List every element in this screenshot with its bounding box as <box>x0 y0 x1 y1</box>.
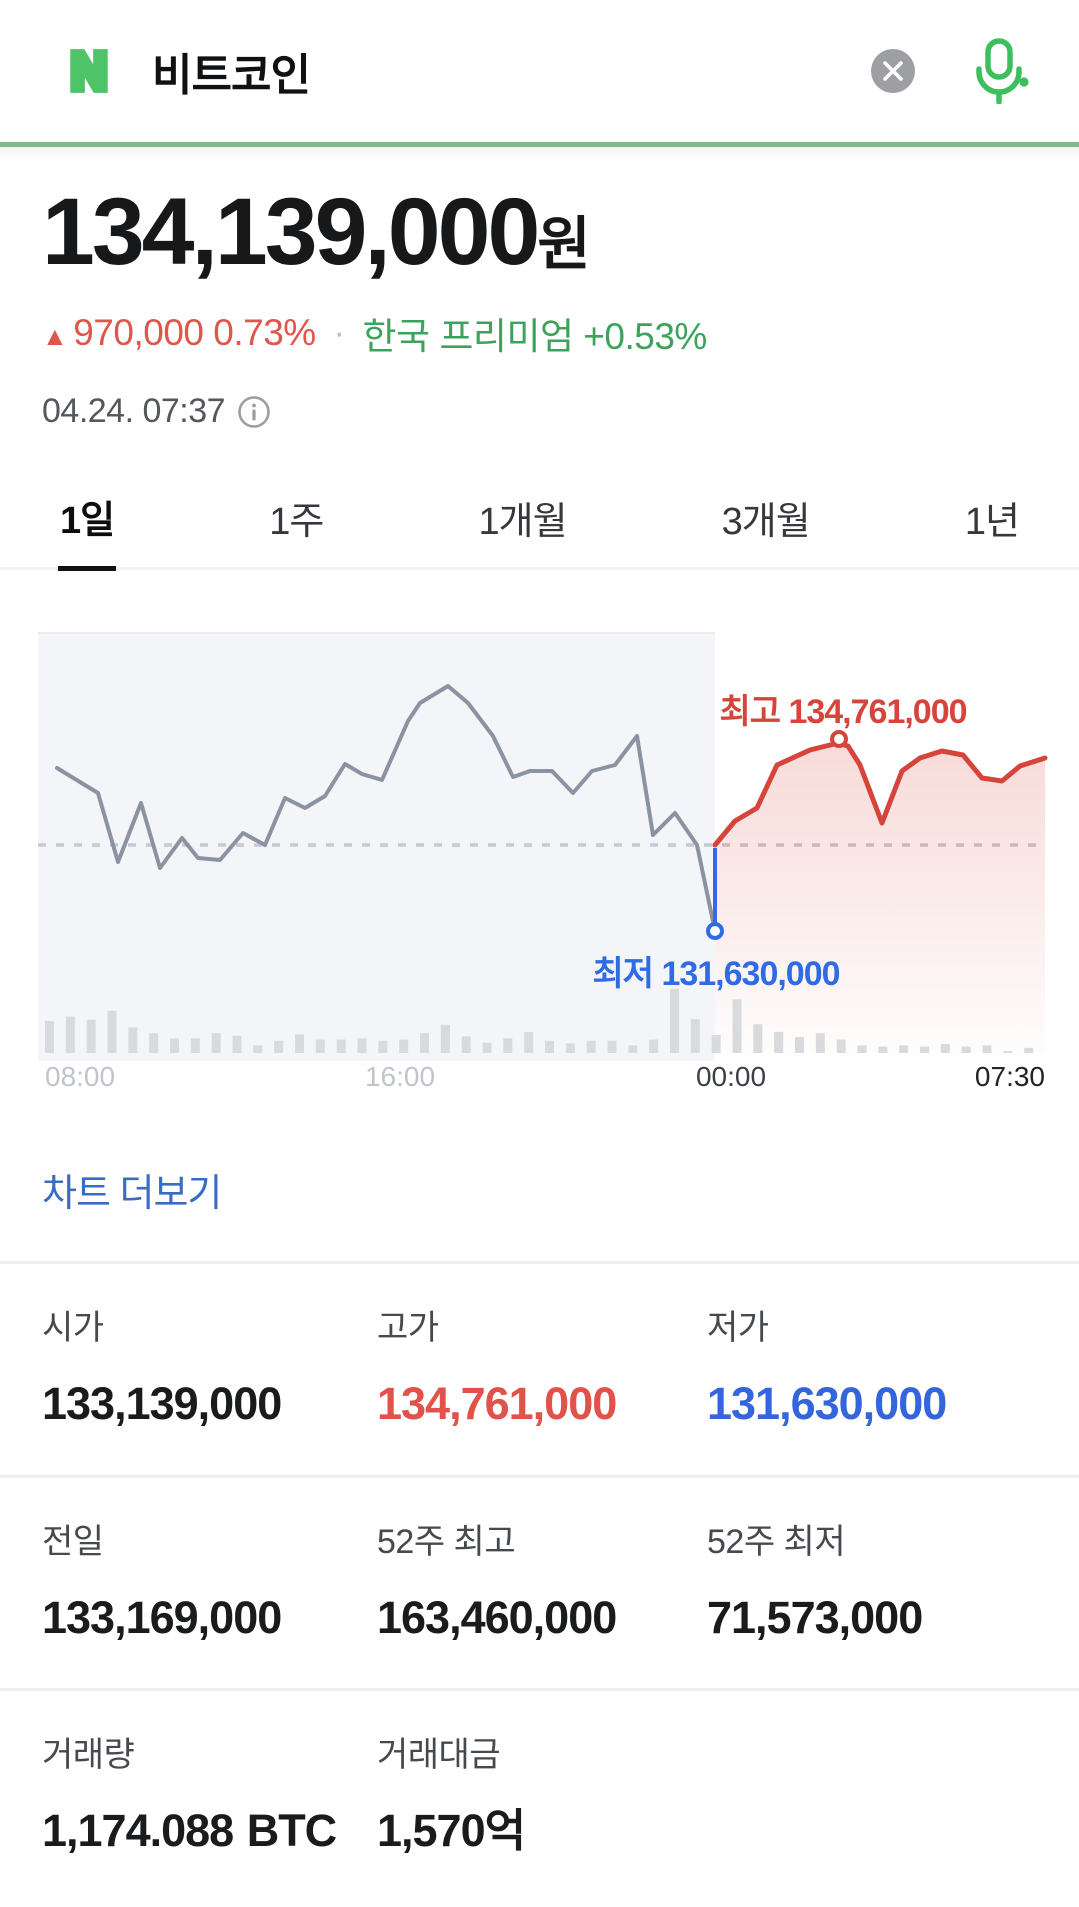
header-shadow <box>0 147 1079 161</box>
price-chart[interactable]: 최고 134,761,000 최저 131,630,000 08:00 16:00… <box>0 628 1079 1106</box>
tab-1week[interactable]: 1주 <box>267 483 325 567</box>
search-query-text[interactable]: 비트코인 <box>152 51 311 100</box>
stat-label: 52주 최고 <box>377 1522 516 1561</box>
stat-value: 71,573,000 <box>707 1591 923 1643</box>
tab-1day[interactable]: 1일 <box>58 483 117 571</box>
stat-low: 저가 131,630,000 <box>707 1300 1039 1433</box>
stat-high: 고가 134,761,000 <box>377 1300 707 1433</box>
stat-label: 저가 <box>707 1309 769 1347</box>
stat-label: 거래대금 <box>377 1736 501 1775</box>
stats-row-1: 시가 133,139,000 고가 134,761,000 저가 131,630… <box>0 1264 1079 1475</box>
stat-value: 1,174.088 BTC <box>42 1805 337 1857</box>
naver-logo[interactable] <box>62 45 116 97</box>
chart-more-link[interactable]: 차트 더보기 <box>42 1173 222 1215</box>
stat-label: 전일 <box>42 1522 104 1561</box>
stat-label: 시가 <box>42 1309 104 1347</box>
price-value: 134,139,000 <box>42 179 540 285</box>
close-icon <box>883 61 903 81</box>
divider <box>0 1261 1079 1264</box>
chart-high-annotation: 최고 134,761,000 <box>719 693 967 731</box>
stat-label: 고가 <box>377 1309 439 1347</box>
tab-1year[interactable]: 1년 <box>963 483 1021 567</box>
stat-52w-high: 52주 최고 163,460,000 <box>377 1514 707 1647</box>
period-tabs: 1일 1주 1개월 3개월 1년 <box>0 483 1079 571</box>
price-change: ▲ 970,000 0.73% <box>42 312 316 354</box>
price-currency: 원 <box>537 212 590 277</box>
stat-open: 시가 133,139,000 <box>42 1300 377 1433</box>
tab-3month[interactable]: 3개월 <box>720 483 812 567</box>
x-tick-label: 16:00 <box>364 1061 436 1092</box>
stat-volume: 거래량 1,174.088 BTC <box>42 1727 377 1860</box>
stats-row-2: 전일 133,169,000 52주 최고 163,460,000 52주 최저… <box>0 1478 1079 1689</box>
info-icon[interactable] <box>237 395 271 429</box>
stat-label: 거래량 <box>42 1736 135 1775</box>
divider <box>0 1688 1079 1692</box>
x-tick-label: 08:00 <box>45 1061 116 1092</box>
stat-value: 1,570억 <box>377 1805 526 1857</box>
x-tick-label: 07:30 <box>974 1061 1045 1092</box>
dot-separator: · <box>333 313 345 352</box>
stat-value: 131,630,000 <box>707 1378 947 1429</box>
x-tick-label: 00:00 <box>695 1061 767 1092</box>
stat-value: 134,761,000 <box>377 1378 617 1429</box>
up-arrow-icon: ▲ <box>42 321 68 351</box>
stats-row-3: 거래량 1,174.088 BTC 거래대금 1,570억 <box>0 1691 1079 1902</box>
microphone-icon <box>976 38 1029 105</box>
clear-search-button[interactable] <box>871 49 915 93</box>
korea-premium: 한국 프리미엄 +0.53% <box>362 316 708 357</box>
divider <box>0 1474 1079 1478</box>
voice-search-button[interactable] <box>971 38 1029 105</box>
header-divider <box>0 142 1079 147</box>
price-change-text: 970,000 0.73% <box>73 312 316 353</box>
chart-low-annotation: 최저 131,630,000 <box>592 955 840 993</box>
search-header: 비트코인 <box>0 0 1079 142</box>
stat-trade-value: 거래대금 1,570억 <box>377 1727 707 1860</box>
stat-value: 133,139,000 <box>42 1378 282 1429</box>
stat-value: 163,460,000 <box>377 1591 617 1643</box>
stat-prev-close: 전일 133,169,000 <box>42 1514 377 1647</box>
chart-canvas[interactable] <box>0 628 1079 1106</box>
stat-52w-low: 52주 최저 71,573,000 <box>707 1514 1039 1647</box>
tab-1month[interactable]: 1개월 <box>476 483 568 567</box>
stat-label: 52주 최저 <box>707 1522 846 1561</box>
quote-timestamp: 04.24. 07:37 <box>42 392 226 430</box>
current-price: 134,139,000원 <box>42 185 1039 280</box>
stat-value: 133,169,000 <box>42 1591 282 1643</box>
